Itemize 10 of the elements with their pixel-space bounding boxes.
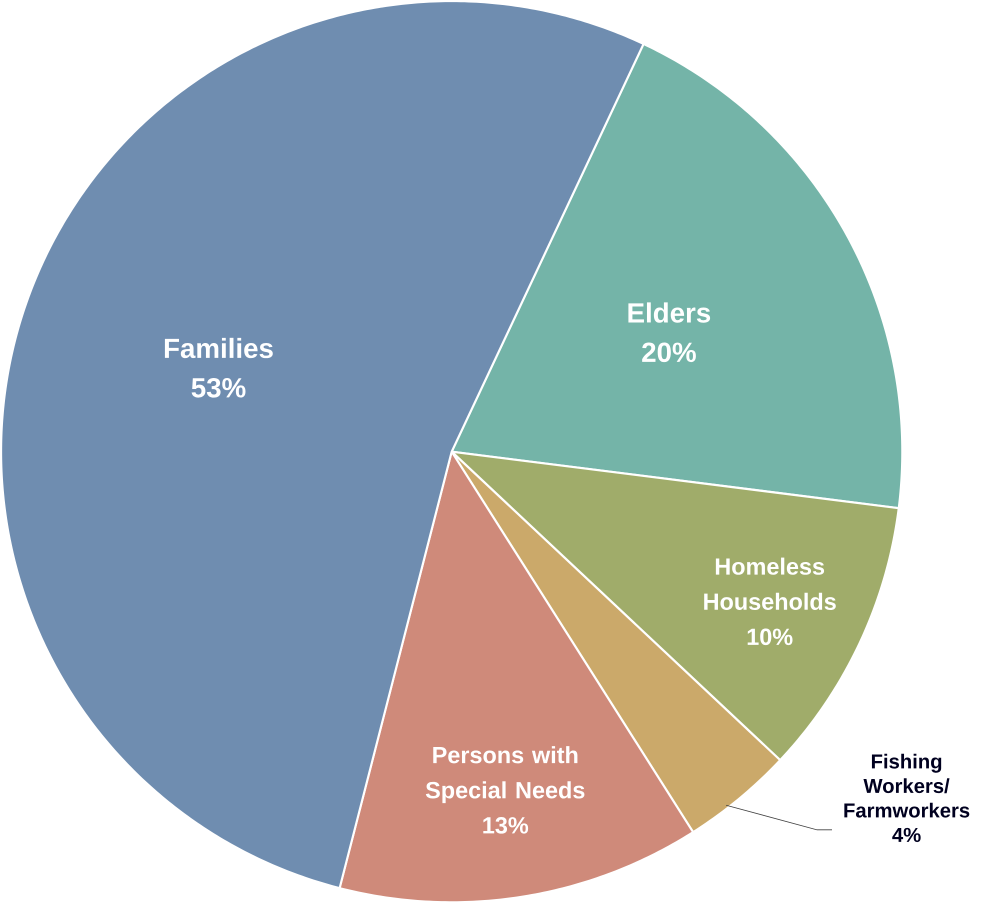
slice-label: Persons with Special Needs: [426, 746, 584, 803]
data-label: 10%: [748, 628, 793, 645]
slice-label: Families: [164, 338, 273, 358]
slice-label: Elders: [628, 302, 710, 323]
data-label: 13%: [483, 816, 528, 834]
slice-label: Fishing Workers/ Farmworkers: [844, 754, 970, 818]
data-label: 20%: [642, 342, 696, 362]
slice-label: Homeless Households: [704, 557, 836, 610]
data-label: 4%: [892, 828, 921, 842]
data-label: 53%: [192, 378, 246, 398]
